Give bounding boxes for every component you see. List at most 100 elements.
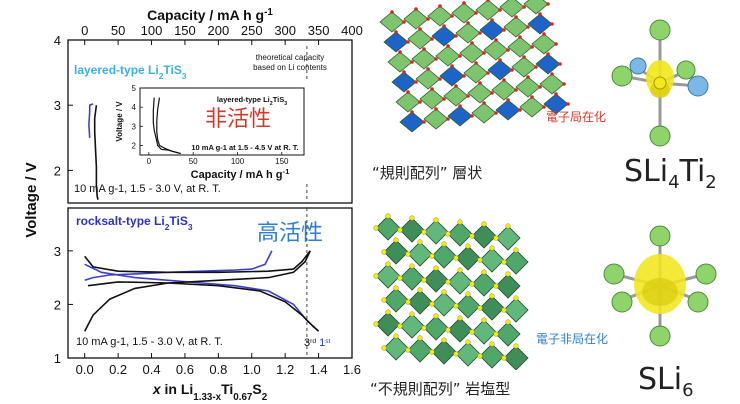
s-atom [457,219,463,225]
bottom-axis-label-part: x [152,381,162,397]
tio6-octahedron [495,99,521,121]
lis6-octahedron [491,79,517,101]
mixed-octahedron [447,269,473,295]
sulfur-vertex [550,22,554,26]
mixed-octahedron [399,313,425,339]
sulfur-vertex [438,77,442,81]
sulfur-vertex [542,105,546,109]
s-atom [417,239,423,245]
sulfur-vertex [502,78,506,82]
s-atom [373,321,379,327]
lis6-octahedron [507,36,533,58]
sulfur-vertex [550,72,554,76]
sli4ti2-cluster-illustration [611,19,709,147]
mixed-octahedron [375,263,401,289]
cycle-labels-part: 1 [319,337,325,349]
inset-title-part: layered-type Li [217,95,270,104]
lis6-octahedron [511,56,537,78]
sulfur-vertex [478,31,482,35]
lis6-octahedron [407,28,433,50]
s-atom [501,259,507,265]
lis6-octahedron [379,11,405,33]
sulfur-vertex [454,34,458,38]
sulfur-vertex [494,38,498,42]
sulfur-vertex [438,4,442,8]
lis6-octahedron [387,51,413,73]
sulfur-vertex [518,108,522,112]
mixed-octahedron [407,289,433,315]
mixed-octahedron [407,241,433,267]
sulfur-vertex [422,47,426,51]
s-atom [469,329,475,335]
mixed-octahedron [375,311,401,337]
top-axis-tick-label: 350 [308,23,330,38]
lis6-octahedron [531,33,557,55]
rocksalt-crystal-structure [373,213,529,370]
sulfur-vertex [430,87,434,91]
bottom-axis-tick-label: 1.0 [243,362,261,377]
inset-x-tick-label: 50 [189,157,198,166]
s-atom [397,227,403,233]
electron-localization-label: 電子局在化 [546,110,607,124]
lower-y-tick-label: 2 [54,297,61,312]
lis6-octahedron [483,39,509,61]
lower-panel-title-part: rocksalt-type Li [76,214,165,228]
s-atom [441,337,447,343]
bottom-axis-label-part: S [252,381,261,397]
inset-y-tick-label: 5 [132,84,137,93]
cycle-labels-part: st [325,338,330,345]
upper-y-tick-label: 2 [54,163,61,178]
lis6-octahedron [475,0,501,21]
mixed-octahedron [455,341,481,367]
inset-y-axis-label: Voltage / V [115,101,124,142]
sulfur-vertex [562,82,566,86]
lis6-octahedron [415,68,441,90]
mixed-octahedron [495,273,521,299]
mixed-octahedron [407,337,433,363]
sulfur-vertex [446,117,450,121]
tio6-octahedron [487,59,513,81]
mixed-octahedron [399,217,425,243]
lis6-octahedron [519,96,545,118]
s-atom [453,303,459,309]
mixed-octahedron [423,219,449,245]
sulfur-vertex [414,80,418,84]
upper-series-line [93,105,99,200]
s-atom [453,255,459,261]
s-atom [429,253,435,259]
sulfur-vertex [530,45,534,49]
lower-series-line [84,250,311,274]
s-atom [445,231,451,237]
sulfur-vertex [470,41,474,45]
mixed-octahedron [431,243,457,269]
lis6-octahedron [539,73,565,95]
lis6-octahedron [451,2,477,24]
s-atom [465,339,471,345]
lower-series-line [84,263,320,332]
inset-x-axis-label-part: -1 [283,167,291,176]
sulfur-vertex [486,71,490,75]
inset-condition: 10 mA g-1 at 1.5 - 4.5 V at R. T. [191,143,298,152]
upper-panel-frame [67,39,353,204]
sulfur-vertex [542,32,546,36]
sulfur-vertex [414,7,418,11]
lower-y-tick-label: 3 [54,244,61,259]
inset-x-axis-label-part: Capacity / mA h g [191,169,283,181]
top-axis-tick-label: 200 [208,23,230,38]
sulfur-vertex [522,55,526,59]
cycle-labels-part: 3 [304,337,310,349]
sulfur-vertex [510,68,514,72]
s-atom [397,275,403,281]
lis6-octahedron [419,88,445,110]
sulfur-vertex [490,91,494,95]
s-atom [489,341,495,347]
tio6-octahedron [391,71,417,93]
upper-series-line [88,103,94,138]
upper-y-tick-label: 4 [54,33,61,48]
theoretical-capacity-note-2: based on Li contents [253,63,327,72]
sulfur-vertex [390,10,394,14]
bottom-axis-label-part: 2 [262,392,268,403]
sulfur-vertex [494,111,498,115]
sulfur-vertex [506,48,510,52]
inset-x-tick-label: 150 [275,157,289,166]
